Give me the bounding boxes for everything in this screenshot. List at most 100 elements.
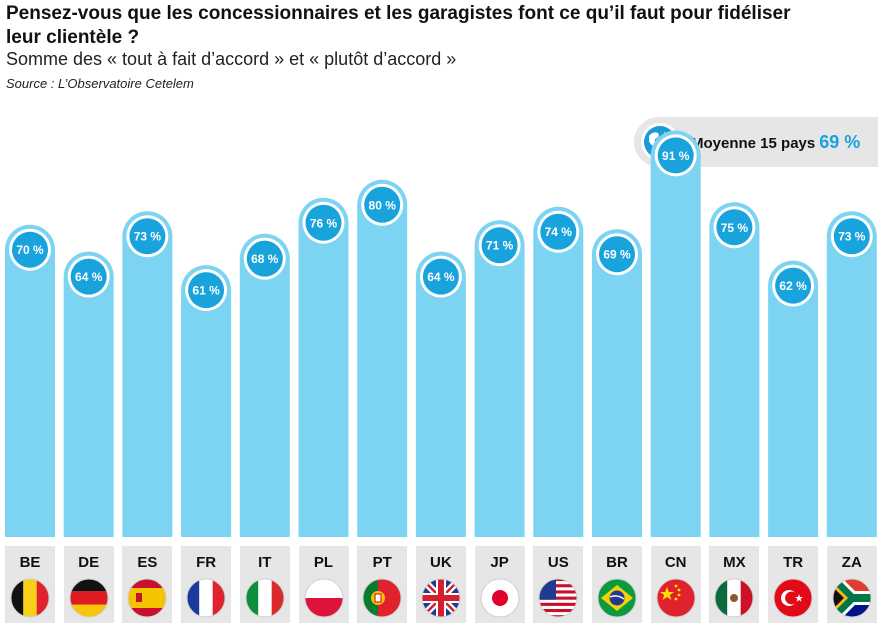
data-label: 61 % [192,284,220,298]
country-code-label: MX [723,554,746,571]
china-flag-icon [656,578,696,618]
bar-bubble [12,231,48,268]
chart-title: Pensez-vous que les concessionnaires et … [6,3,791,48]
bar-bubble [70,258,107,295]
country-cell: MX [709,546,760,623]
data-label: 62 % [779,279,807,293]
bar [122,211,173,537]
bar-group: 80 % [357,179,408,538]
bar [357,179,408,538]
country-cell: DE [63,546,114,623]
average-text: Moyenne 15 pays 69 % [691,132,860,153]
country-cell: US [533,546,584,623]
bar [5,224,55,537]
data-label: 91 % [662,149,690,163]
bar [533,206,584,537]
bar [474,220,525,537]
mexico-flag-icon [714,578,754,618]
bar-group: 73 % [122,211,173,537]
data-label: 76 % [310,216,338,230]
bar [415,251,466,537]
bar-group: 71 % [474,220,525,537]
data-label: 64 % [75,270,103,284]
bar-group: 76 % [298,197,349,537]
country-cell: PL [298,546,349,623]
bar-group: 75 % [709,202,760,537]
country-code-label: FR [196,554,217,571]
data-label: 68 % [251,252,279,266]
data-label: 70 % [16,243,44,257]
bar-bubble [775,267,812,304]
data-label: 71 % [486,239,514,253]
bar-group: 64 % [63,251,114,537]
country-code-label: BR [606,554,628,571]
bar [181,265,232,537]
data-label: 73 % [134,230,162,244]
bar-group: 73 % [826,211,877,538]
data-label: 73 % [838,230,866,244]
japan-flag-icon [480,578,520,618]
bar-group: 64 % [415,251,466,537]
uk-flag-icon [421,578,461,618]
country-cell: IT [239,546,290,623]
bar-bubble [188,272,225,309]
bar-group: 74 % [533,206,584,537]
bar [239,233,290,537]
country-code-label: ZA [841,554,862,571]
country-cell: PT [357,546,408,623]
poland-flag-icon [304,578,343,618]
country-code-label: ES [137,554,158,571]
bar [592,229,642,537]
data-label: 69 % [603,248,631,262]
bar-chart: 70 % 64 % 73 % 61 % 68 % 76 % 80 % 64 % 71 % 74 %… [5,130,877,538]
bar-bubble [422,258,459,295]
country-code-label: JP [490,554,509,571]
bar-bubble [833,218,870,255]
country-cell: BE [5,546,55,623]
germany-flag-icon [69,578,109,618]
country-code-label: TR [783,554,804,571]
average-label: Moyenne 15 pays [691,135,816,152]
bar [298,197,349,537]
bar [768,260,819,537]
italy-flag-icon [245,578,285,618]
bar-bubble [481,227,518,264]
country-code-label: BE [19,554,41,571]
country-code-label: CN [664,554,687,571]
country-cell: ZA [826,546,877,623]
bar-bubble [129,218,166,255]
country-code-label: DE [78,554,100,571]
source-note: Source : L’Observatoire Cetelem [6,76,194,91]
country-code-label: PT [372,554,392,571]
bar-bubble [716,209,753,246]
country-cell: UK [415,546,466,623]
country-code-label: PL [313,554,334,571]
bar [650,130,701,537]
country-code-label: UK [430,554,452,571]
portugal-flag-icon [362,578,402,618]
country-cell: FR [181,546,232,623]
bar-group: 91 % [650,130,701,537]
country-cell: BR [592,546,642,623]
data-label: 74 % [545,225,573,239]
country-code-label: US [547,554,569,571]
bar-bubble [305,204,342,241]
bar-group: 61 % [181,265,232,537]
bar-group: 62 % [768,260,819,537]
bar-group: 70 % [5,224,55,537]
belgium-flag-icon [10,578,50,618]
average-value: 69 % [819,132,861,152]
bar [63,251,114,537]
south-africa-flag-icon [832,578,872,618]
bar-bubble [599,236,635,273]
bar [709,202,760,537]
data-label: 75 % [721,221,749,235]
data-label: 80 % [369,198,397,212]
spain-flag-icon [127,578,167,618]
chart-subtitle: Somme des « tout à fait d’accord » et « … [6,49,457,69]
country-cell: CN [650,546,701,623]
bar-group: 69 % [592,229,642,537]
country-code-label: IT [258,554,272,571]
bar [826,211,877,538]
bar-group: 68 % [239,233,290,537]
